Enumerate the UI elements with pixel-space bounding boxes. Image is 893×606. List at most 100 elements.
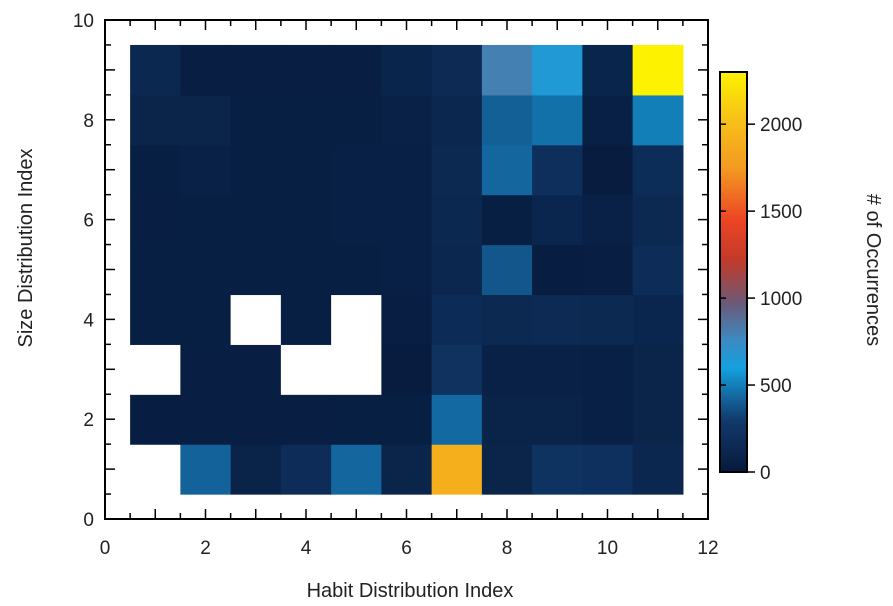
heatmap-cell	[180, 394, 232, 445]
y-tick-label: 10	[73, 11, 94, 32]
heatmap-cell	[532, 44, 583, 96]
heatmap-cell	[532, 394, 583, 445]
heatmap-cell	[582, 294, 634, 345]
heatmap-cell	[481, 394, 533, 445]
heatmap-cells	[130, 44, 684, 495]
heatmap-cell	[381, 444, 433, 495]
heatmap-cell	[130, 394, 181, 445]
heatmap-cell	[481, 344, 533, 395]
heatmap-cell	[180, 44, 232, 96]
heatmap-cell	[582, 244, 634, 296]
heatmap-cell	[431, 444, 483, 495]
heatmap-cell	[632, 394, 684, 445]
heatmap-cell	[130, 294, 181, 345]
heatmap-cell	[130, 244, 181, 296]
x-axis: 0 2 4 6 8 10 12	[100, 20, 719, 559]
heatmap-cell	[230, 394, 282, 445]
heatmap-cell	[280, 394, 332, 445]
heatmap-cell	[431, 344, 483, 395]
colorbar-tick-label: 2000	[760, 115, 802, 136]
heatmap-cell	[632, 144, 684, 196]
heatmap-cell	[632, 344, 684, 395]
heatmap-cell	[381, 44, 433, 96]
heatmap-cell	[230, 294, 282, 345]
heatmap-cell	[381, 394, 433, 445]
heatmap-cell	[280, 294, 332, 345]
y-axis-title: Size Distribution Index	[15, 149, 37, 348]
heatmap-cell	[481, 294, 533, 345]
heatmap-cell	[130, 144, 181, 196]
heatmap-cell	[130, 44, 181, 96]
heatmap-cell	[331, 44, 382, 96]
y-tick-label: 6	[83, 211, 94, 232]
heatmap-cell	[632, 94, 684, 146]
heatmap-cell	[180, 144, 232, 196]
heatmap-cell	[431, 394, 483, 445]
y-tick-label: 4	[83, 310, 94, 331]
x-tick-label: 8	[502, 538, 513, 559]
heatmap-cell	[431, 144, 483, 196]
x-tick-label: 4	[301, 538, 312, 559]
heatmap-cell	[582, 44, 634, 96]
heatmap-cell	[280, 244, 332, 296]
x-tick-label: 10	[597, 538, 618, 559]
heatmap-cell	[180, 244, 232, 296]
heatmap-cell	[280, 144, 332, 196]
y-tick-label: 8	[83, 111, 94, 132]
heatmap-cell	[381, 94, 433, 146]
heatmap-cell	[481, 44, 533, 96]
y-axis: 0 2 4 6 8 10	[73, 11, 708, 531]
heatmap-cell	[431, 44, 483, 96]
heatmap-cell	[331, 444, 382, 495]
heatmap-cell	[381, 194, 433, 246]
colorbar-tick-label: 0	[760, 463, 771, 484]
heatmap-cell	[532, 144, 583, 196]
heatmap-cell	[431, 194, 483, 246]
colorbar-tick-label: 1000	[760, 289, 802, 310]
colorbar-tick-label: 1500	[760, 202, 802, 223]
heatmap-cell	[230, 144, 282, 196]
colorbar-tick-label: 500	[760, 376, 792, 397]
heatmap-cell	[582, 194, 634, 246]
heatmap-cell	[280, 44, 332, 96]
heatmap-cell	[180, 194, 232, 246]
colorbar-ticks: 0 500 1000 1500 2000	[720, 115, 802, 484]
x-tick-label: 2	[200, 538, 211, 559]
heatmap-cell	[331, 394, 382, 445]
heatmap-cell	[381, 244, 433, 296]
heatmap-cell	[331, 344, 382, 395]
heatmap-cell	[130, 194, 181, 246]
y-tick-label: 2	[83, 410, 94, 431]
x-tick-label: 0	[100, 538, 111, 559]
x-tick-label: 6	[401, 538, 412, 559]
heatmap-cell	[280, 94, 332, 146]
heatmap-cell	[230, 444, 282, 495]
heatmap-cell	[481, 244, 533, 296]
heatmap-cell	[632, 194, 684, 246]
heatmap-cell	[632, 244, 684, 296]
heatmap-cell	[632, 294, 684, 345]
heatmap-cell	[532, 244, 583, 296]
heatmap-cell	[230, 44, 282, 96]
heatmap-cell	[280, 444, 332, 495]
heatmap-cell	[180, 444, 232, 495]
heatmap-cell	[331, 144, 382, 196]
heatmap-cell	[532, 294, 583, 345]
heatmap-cell	[582, 144, 634, 196]
heatmap-cell	[582, 394, 634, 445]
heatmap-cell	[280, 344, 332, 395]
heatmap-cell	[481, 94, 533, 146]
heatmap-cell	[381, 294, 433, 345]
heatmap-cell	[582, 344, 634, 395]
heatmap-cell	[532, 194, 583, 246]
heatmap-cell	[230, 194, 282, 246]
heatmap-cell	[481, 144, 533, 196]
heatmap-cell	[130, 94, 181, 146]
heatmap-cell	[532, 444, 583, 495]
heatmap-cell	[582, 94, 634, 146]
y-tick-label: 0	[83, 510, 94, 531]
heatmap-cell	[180, 94, 232, 146]
heatmap-cell	[230, 344, 282, 395]
x-axis-title: Habit Distribution Index	[307, 580, 514, 602]
